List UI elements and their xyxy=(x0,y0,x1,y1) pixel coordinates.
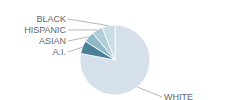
svg-text:ASIAN: ASIAN xyxy=(39,36,66,46)
svg-text:WHITE: WHITE xyxy=(164,92,193,100)
svg-text:BLACK: BLACK xyxy=(36,14,66,24)
svg-text:HISPANIC: HISPANIC xyxy=(24,25,66,35)
svg-text:A.I.: A.I. xyxy=(52,47,66,57)
